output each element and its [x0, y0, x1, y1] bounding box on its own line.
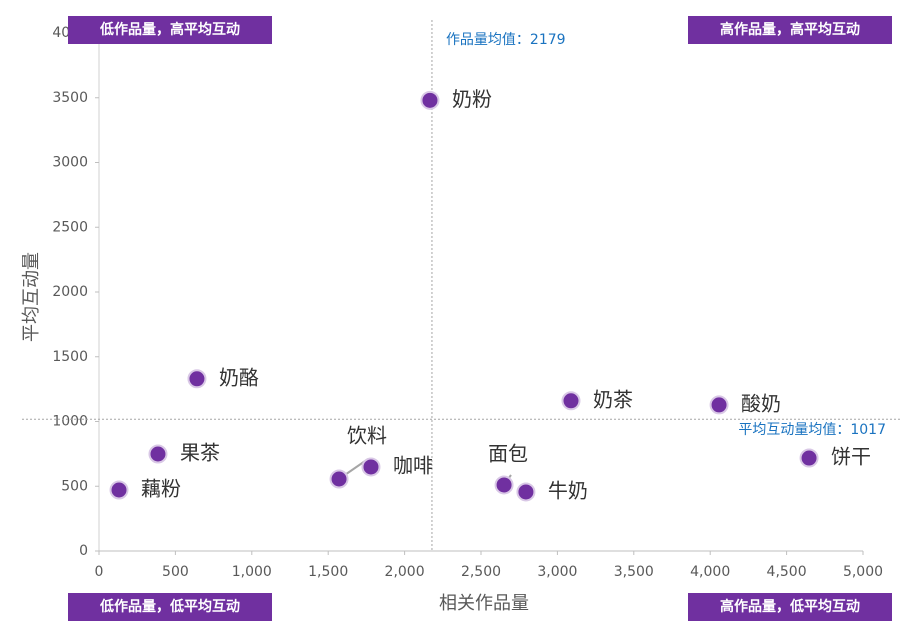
x-tick-label: 2,000	[385, 564, 425, 580]
mean-x-label: 作品量均值：2179	[446, 32, 566, 48]
y-tick-label: 3500	[52, 90, 88, 106]
y-tick-label: 0	[79, 543, 88, 559]
point-label: 奶粉	[452, 87, 492, 111]
point	[709, 395, 729, 415]
x-axis-title: 相关作品量	[439, 593, 529, 614]
point-label: 奶酪	[219, 365, 259, 389]
mean-y-label: 平均互动量均值：1017	[738, 422, 886, 438]
y-tick-label: 2000	[52, 284, 88, 300]
quadrant-label: 高作品量，低平均互动	[720, 598, 860, 615]
point	[799, 448, 819, 468]
quadrant-badge	[68, 593, 272, 621]
point-label: 面包	[488, 441, 528, 465]
quadrant-label: 低作品量，低平均互动	[99, 598, 240, 615]
x-tick-label: 1,500	[308, 564, 348, 580]
quadrant-badge	[688, 16, 892, 44]
point-label: 酸奶	[741, 391, 781, 415]
y-tick-label: 500	[61, 478, 88, 494]
point-label: 奶茶	[593, 387, 633, 411]
point-label: 牛奶	[548, 478, 588, 502]
x-tick-label: 500	[162, 564, 189, 580]
point	[516, 482, 536, 502]
x-tick-label: 1,000	[232, 564, 272, 580]
y-tick-label: 1000	[52, 414, 88, 430]
y-tick-label: 3000	[52, 155, 88, 171]
point	[361, 457, 381, 477]
x-tick-label: 5,000	[843, 564, 883, 580]
point	[329, 469, 349, 489]
point	[109, 480, 129, 500]
point-label: 果茶	[180, 441, 220, 465]
y-axis-title: 平均互动量	[21, 252, 42, 342]
quadrant-badge	[68, 16, 272, 44]
point-label: 藕粉	[141, 477, 181, 501]
point	[561, 391, 581, 411]
quadrant-label: 高作品量，高平均互动	[720, 21, 860, 38]
x-tick-label: 3,000	[537, 564, 577, 580]
x-tick-label: 4,000	[690, 564, 730, 580]
point	[420, 90, 440, 110]
point-label: 咖啡	[393, 453, 433, 477]
y-tick-label: 2500	[52, 219, 88, 235]
point	[148, 444, 168, 464]
point-label: 饮料	[347, 423, 387, 447]
point-label: 饼干	[831, 445, 871, 469]
point	[494, 475, 514, 495]
y-tick-label: 1500	[52, 349, 88, 365]
point	[187, 369, 207, 389]
quadrant-badge	[688, 593, 892, 621]
x-tick-label: 0	[95, 564, 104, 580]
x-tick-label: 4,500	[767, 564, 807, 580]
quadrant-label: 低作品量，高平均互动	[99, 21, 240, 38]
x-tick-label: 2,500	[461, 564, 501, 580]
x-tick-label: 3,500	[614, 564, 654, 580]
